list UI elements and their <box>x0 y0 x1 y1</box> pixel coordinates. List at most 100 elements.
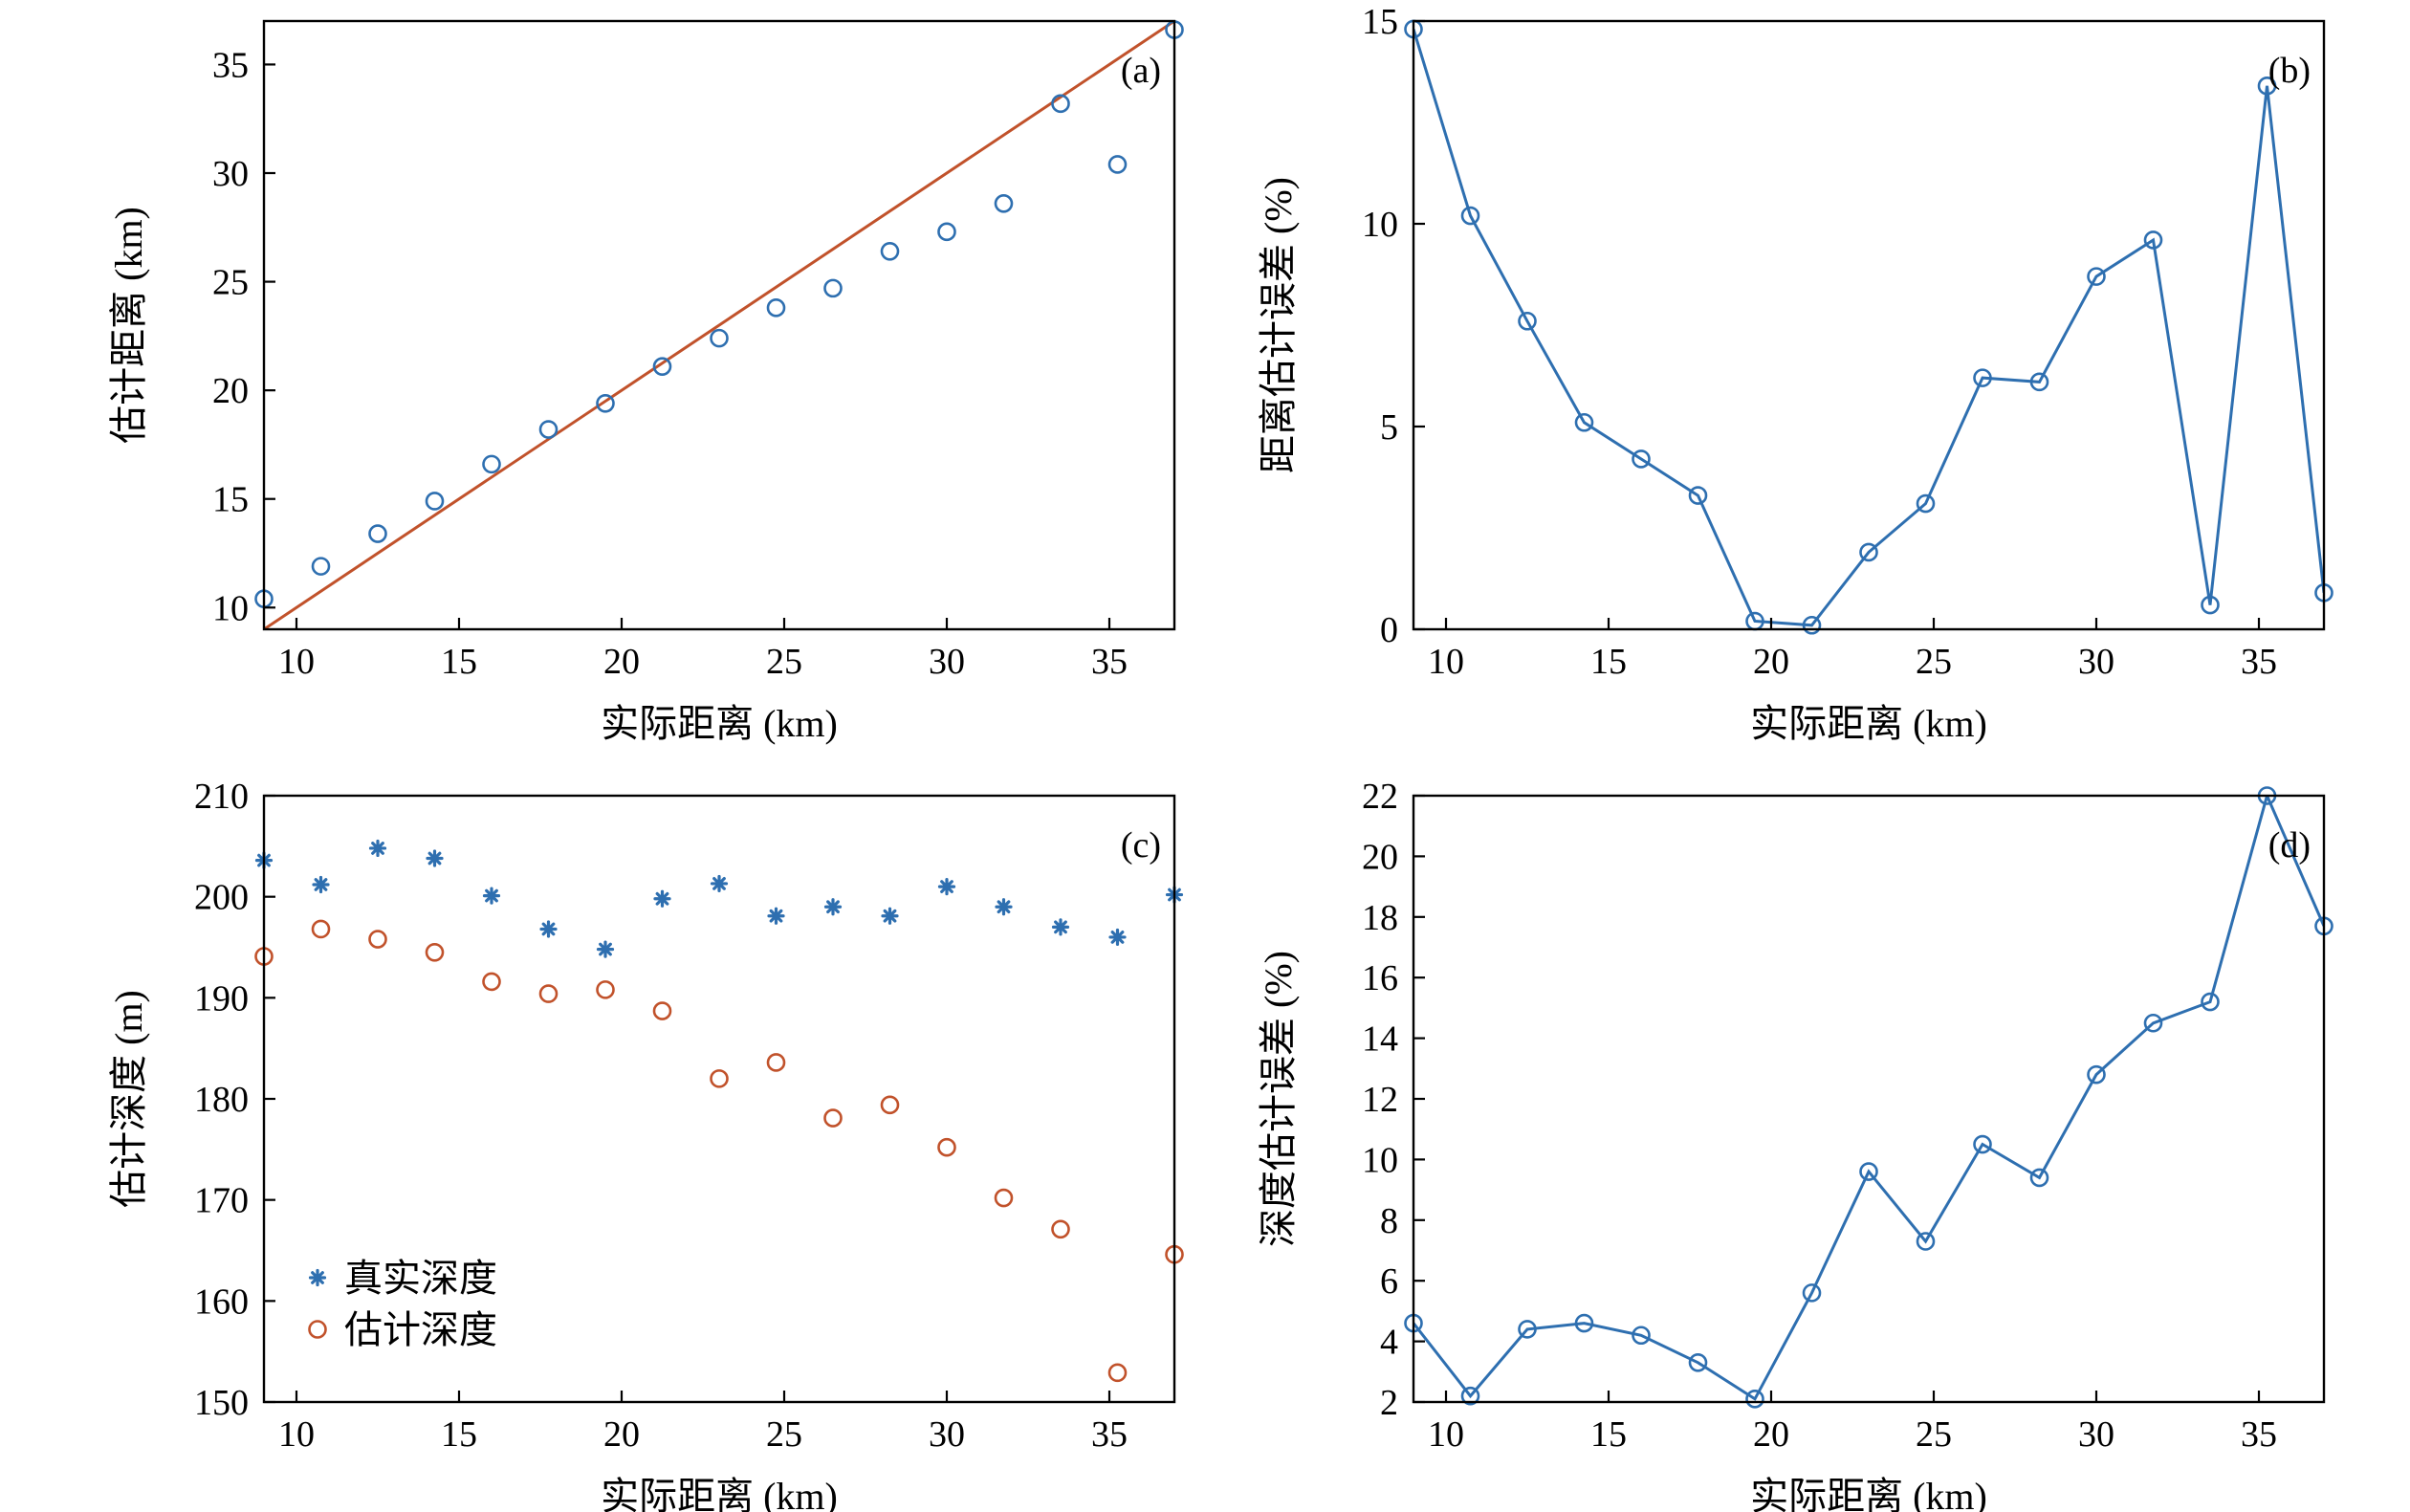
data-point <box>1107 1363 1128 1383</box>
data-point <box>482 972 501 992</box>
data-point <box>1973 1134 1992 1154</box>
x-tick-label: 10 <box>1428 1414 1464 1455</box>
legend-label: 估计深度 <box>344 1308 497 1351</box>
data-point <box>766 298 786 318</box>
data-point <box>1460 206 1480 226</box>
data-point <box>880 1095 900 1115</box>
y-tick-label: 190 <box>194 978 249 1019</box>
data-point <box>311 919 331 939</box>
x-axis-label: 实际距离 (km) <box>1750 1475 1987 1512</box>
panel-a: 10 15 20 25 30 35 10 15 20 25 30 35 实际距离 (km) 估计距离 (k… <box>107 19 1184 745</box>
x-tick-label: 25 <box>766 1414 802 1455</box>
data-point <box>2143 230 2163 250</box>
data-point <box>311 557 331 576</box>
data-point <box>881 907 899 925</box>
data-point <box>767 907 785 925</box>
data-point <box>653 889 671 908</box>
data-point <box>1688 486 1708 505</box>
data-point <box>425 942 445 962</box>
y-axis-label: 深度估计误差 (%) <box>1257 951 1300 1247</box>
data-point <box>1973 368 1992 387</box>
y-tick-label: 0 <box>1380 610 1398 650</box>
series-line-0 <box>1413 29 2324 627</box>
legend-label: 真实深度 <box>344 1257 497 1300</box>
x-tick-label: 25 <box>766 642 802 682</box>
series-line-1 <box>264 21 1174 629</box>
data-point <box>2029 1168 2049 1188</box>
data-point <box>823 278 843 298</box>
data-point <box>1632 449 1651 469</box>
data-point <box>1688 1352 1708 1372</box>
data-point <box>1916 1232 1936 1251</box>
data-point <box>368 930 387 949</box>
panel-d: 10 15 20 25 30 35 2 4 6 8 10 12 14 16 18 20 22 实际距离 (km) 深… <box>1257 777 2333 1512</box>
x-tick-label: 30 <box>2078 1414 2114 1455</box>
x-tick-label: 20 <box>1753 1414 1789 1455</box>
data-point <box>1859 542 1878 562</box>
x-tick-label: 15 <box>441 1414 477 1455</box>
data-point <box>1460 1386 1480 1406</box>
data-point <box>766 1053 786 1072</box>
y-tick-label: 160 <box>194 1282 249 1322</box>
y-tick-label: 18 <box>1362 898 1398 938</box>
data-point <box>1859 1162 1878 1181</box>
data-point <box>2087 267 2106 286</box>
y-axis-label: 估计深度 (m) <box>107 990 150 1208</box>
data-point <box>1745 1390 1764 1409</box>
data-point <box>1107 155 1128 174</box>
x-tick-label: 35 <box>1091 642 1128 682</box>
data-point <box>1916 493 1936 514</box>
data-point <box>426 849 444 867</box>
data-point <box>1108 928 1127 947</box>
y-tick-label: 15 <box>212 480 249 520</box>
data-point <box>710 328 729 348</box>
y-axis-label: 距离估计误差 (%) <box>1257 177 1300 473</box>
plot-area <box>264 21 1174 629</box>
x-tick-label: 30 <box>929 1414 965 1455</box>
x-tick-label: 25 <box>1916 642 1952 682</box>
data-point <box>823 898 843 916</box>
axes-frame <box>262 19 1176 631</box>
data-point <box>652 1001 672 1020</box>
data-point <box>482 454 501 474</box>
plot-area <box>1413 796 2324 1401</box>
data-point <box>538 420 559 439</box>
data-point <box>368 839 387 858</box>
x-tick-label: 35 <box>1091 1414 1128 1455</box>
axes-frame <box>1412 19 2326 631</box>
panel-c: 10 15 20 25 30 35 150 160 170 180 190 200 210 实际距离 (k… <box>107 777 1184 1512</box>
data-point <box>1518 1320 1537 1339</box>
y-tick-label: 8 <box>1380 1201 1398 1241</box>
y-tick-label: 14 <box>1362 1019 1398 1060</box>
y-tick-label: 200 <box>194 878 249 918</box>
data-point <box>596 980 615 999</box>
y-tick-label: 25 <box>212 263 249 303</box>
axes-frame <box>1412 794 2326 1404</box>
data-point <box>1574 1313 1594 1333</box>
data-point <box>823 1108 843 1128</box>
y-tick-label: 16 <box>1362 958 1398 998</box>
data-point <box>937 222 956 242</box>
data-point <box>596 940 615 958</box>
x-tick-label: 10 <box>278 1414 315 1455</box>
x-axis-label: 实际距离 (km) <box>601 702 838 745</box>
legend-marker <box>308 1268 327 1287</box>
x-tick-label: 30 <box>2078 642 2114 682</box>
y-tick-label: 2 <box>1380 1383 1398 1423</box>
data-point <box>425 492 445 511</box>
data-point <box>652 357 672 376</box>
y-tick-label: 35 <box>212 45 249 85</box>
y-tick-label: 210 <box>194 777 249 817</box>
data-point <box>1051 1219 1070 1239</box>
legend-marker <box>308 1320 327 1339</box>
data-point <box>2029 372 2049 392</box>
data-point <box>710 874 729 893</box>
x-tick-label: 30 <box>929 642 965 682</box>
x-tick-label: 10 <box>278 642 315 682</box>
y-tick-label: 5 <box>1380 407 1398 448</box>
panel-b: 10 15 20 25 30 35 0 5 10 15 实际距离 (km) 距离估计误差 (%) (b) <box>1257 2 2333 745</box>
x-tick-label: 35 <box>2241 642 2277 682</box>
data-point <box>2087 1064 2106 1085</box>
